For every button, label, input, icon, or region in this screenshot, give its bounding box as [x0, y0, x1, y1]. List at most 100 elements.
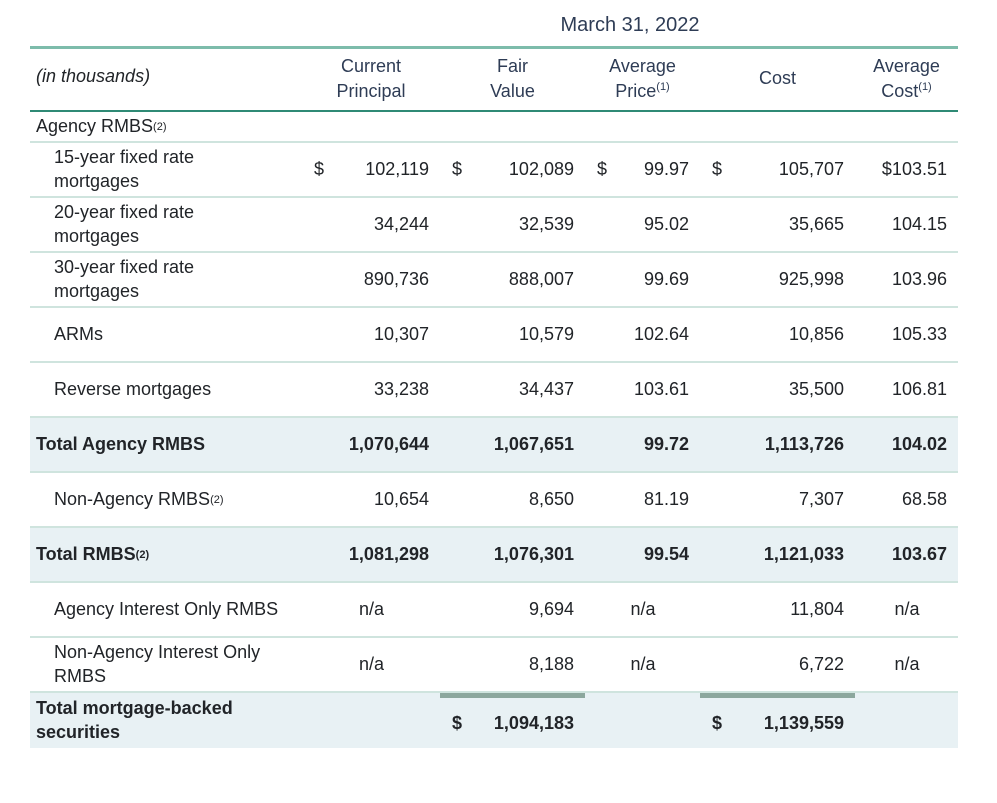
table-row: ARMs 10,307 10,579 102.64 10,856 105.33 — [30, 308, 958, 363]
cell-value: n/a — [630, 599, 656, 619]
cell-value: 102,119 — [365, 159, 429, 179]
cell-value: 890,736 — [363, 269, 429, 289]
cell-average-cost: 106.81 — [855, 363, 958, 416]
cell-average-cost: 105.33 — [855, 308, 958, 361]
dollar-sign: $ — [452, 712, 463, 733]
cell-value: 6,722 — [798, 654, 844, 674]
cell-current-principal: n/a — [302, 638, 440, 691]
cell-average-cost: 104.02 — [855, 418, 958, 471]
cell-current-principal: 33,238 — [302, 363, 440, 416]
cell-value: 35,500 — [788, 379, 844, 399]
table-row: 20-year fixed rate mortgages 34,244 32,539… — [30, 198, 958, 253]
cell-value: 99.72 — [643, 434, 689, 454]
cell-value: 106.81 — [891, 379, 947, 399]
cell-cost: 10,856 — [700, 308, 855, 361]
cell-cost: 925,998 — [700, 253, 855, 306]
table-row: Total mortgage-backed securities $1,094,1… — [30, 693, 958, 748]
column-header-current-principal: Current Principal — [302, 49, 440, 110]
header-line1: Fair — [497, 55, 528, 76]
dollar-sign: $ — [712, 712, 723, 733]
cell-value: 103.61 — [633, 379, 689, 399]
cell-value: 1,121,033 — [763, 544, 844, 564]
cell-current-principal: 1,081,298 — [302, 528, 440, 581]
cell-fair-value: 8,650 — [440, 473, 585, 526]
column-header-average-cost: Average Cost(1) — [855, 49, 958, 110]
cell-value: 104.15 — [891, 214, 947, 234]
cell-average-price: n/a — [585, 583, 700, 636]
cell-value: 35,665 — [788, 214, 844, 234]
cell-value: n/a — [358, 599, 385, 619]
table-row: Non-Agency Interest Only RMBS n/a 8,188 n/a… — [30, 638, 958, 693]
cell-value: 103.96 — [891, 269, 947, 289]
cell-average-price: 102.64 — [585, 308, 700, 361]
cell-fair-value: 34,437 — [440, 363, 585, 416]
cell-value: 888,007 — [508, 269, 574, 289]
cell-fair-value: 10,579 — [440, 308, 585, 361]
cell-fair-value: $102,089 — [440, 143, 585, 196]
cell-value: 1,094,183 — [493, 712, 574, 733]
column-header-fair-value: Fair Value — [440, 49, 585, 110]
cell-value: 104.02 — [891, 434, 947, 454]
cell-cost: 35,665 — [700, 198, 855, 251]
cell-average-price — [585, 693, 700, 748]
cell-value: 11,804 — [790, 599, 844, 619]
cell-average-price: 81.19 — [585, 473, 700, 526]
cell-average-cost: 103.96 — [855, 253, 958, 306]
cell-value: 1,081,298 — [348, 544, 429, 564]
cell-fair-value: 1,076,301 — [440, 528, 585, 581]
table-title: March 31, 2022 — [560, 14, 700, 36]
cell-value: n/a — [630, 654, 656, 674]
row-label: Total mortgage-backed securities — [36, 698, 233, 742]
cell-cost: 35,500 — [700, 363, 855, 416]
table-row: Agency Interest Only RMBS n/a 9,694 n/a 11,8… — [30, 583, 958, 638]
cell-value: 7,307 — [798, 489, 844, 509]
row-label: Agency RMBS (2) — [36, 115, 167, 136]
cell-current-principal: 34,244 — [302, 198, 440, 251]
cell-value: 105.33 — [891, 324, 947, 344]
cell-value: 8,650 — [528, 489, 574, 509]
cell-value: n/a — [894, 654, 920, 674]
cell-value: 99.69 — [643, 269, 689, 289]
column-header-cost: Cost — [700, 49, 855, 110]
cell-value: n/a — [358, 654, 385, 674]
cell-average-price: 99.54 — [585, 528, 700, 581]
cell-value: 1,076,301 — [493, 544, 574, 564]
cell-current-principal: 1,070,644 — [302, 418, 440, 471]
dollar-sign: $ — [314, 159, 325, 179]
header-line2: Price — [615, 80, 657, 101]
table-body: Agency RMBS (2) 15-year fixed rate mortgag… — [30, 112, 958, 748]
row-label: Agency Interest Only RMBS — [54, 598, 279, 619]
cell-cost: 1,113,726 — [700, 418, 855, 471]
column-header-average-price: Average Price(1) — [585, 49, 700, 110]
header-line2: Value — [490, 80, 535, 101]
cell-value: 9,694 — [528, 599, 574, 619]
cell-value: 95.02 — [643, 214, 689, 234]
cell-value: 103.67 — [891, 544, 947, 564]
row-label: Non-Agency Interest Only RMBS — [54, 642, 261, 686]
table-row: 30-year fixed rate mortgages 890,736 888,0… — [30, 253, 958, 308]
cell-current-principal: n/a — [302, 583, 440, 636]
row-label: ARMs — [54, 323, 103, 344]
cell-cost: $1,139,559 — [700, 693, 855, 748]
cell-average-price: 95.02 — [585, 198, 700, 251]
section-header-row: Agency RMBS (2) — [30, 112, 958, 143]
header-line2: Principal — [336, 80, 406, 101]
cell-current-principal — [302, 693, 440, 748]
header-line2: Cost — [881, 80, 919, 101]
row-label: Total Agency RMBS — [36, 433, 206, 454]
table-row: Total Agency RMBS 1,070,644 1,067,651 99.72… — [30, 418, 958, 473]
cell-average-cost: 104.15 — [855, 198, 958, 251]
cell-fair-value: 8,188 — [440, 638, 585, 691]
dollar-sign: $ — [452, 159, 463, 179]
cell-average-price: 99.69 — [585, 253, 700, 306]
row-label: 15-year fixed rate mortgages — [54, 147, 195, 191]
cell-average-price: 99.72 — [585, 418, 700, 471]
cell-average-cost: n/a — [855, 583, 958, 636]
cell-value: 99.97 — [643, 159, 689, 179]
table-title-row: March 31, 2022 — [30, 14, 958, 46]
cell-cost: $105,707 — [700, 143, 855, 196]
header-line1: Average — [609, 55, 676, 76]
cell-value: 32,539 — [518, 214, 574, 234]
cell-current-principal: 10,654 — [302, 473, 440, 526]
header-line1: Cost — [758, 67, 796, 88]
